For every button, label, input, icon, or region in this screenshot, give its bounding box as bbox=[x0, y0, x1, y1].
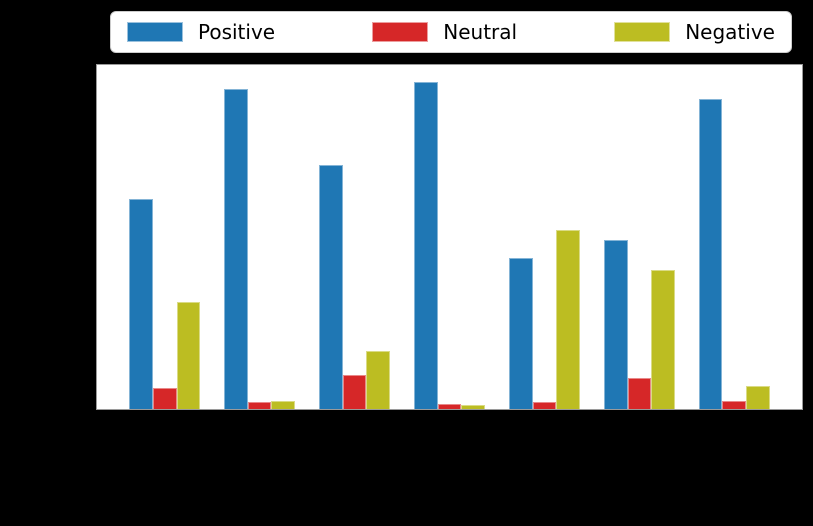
negative-color-swatch-icon bbox=[614, 22, 671, 42]
legend: Positive Neutral Negative bbox=[110, 11, 792, 53]
legend-label-positive: Positive bbox=[198, 20, 276, 44]
bar-positive-group5 bbox=[508, 257, 533, 409]
bar-neutral-group7 bbox=[722, 401, 747, 409]
bar-negative-group6 bbox=[651, 269, 675, 409]
bar-negative-group5 bbox=[556, 230, 581, 409]
bar-positive-group3 bbox=[318, 164, 343, 409]
bar-positive-group4 bbox=[413, 82, 438, 409]
bar-negative-group1 bbox=[176, 302, 201, 409]
bar-neutral-group3 bbox=[342, 374, 367, 409]
legend-entry-neutral: Neutral bbox=[372, 22, 517, 42]
neutral-color-swatch-icon bbox=[372, 22, 429, 42]
bar-positive-group7 bbox=[698, 99, 723, 409]
bar-positive-group1 bbox=[129, 199, 153, 409]
bar-negative-group7 bbox=[746, 385, 770, 409]
bar-positive-group6 bbox=[603, 240, 628, 409]
bar-neutral-group6 bbox=[627, 378, 652, 409]
legend-entry-positive: Positive bbox=[127, 22, 275, 42]
bar-neutral-group1 bbox=[152, 388, 177, 409]
bar-neutral-group2 bbox=[247, 402, 272, 409]
bar-negative-group4 bbox=[461, 404, 486, 409]
bar-neutral-group5 bbox=[532, 402, 557, 409]
legend-label-neutral: Neutral bbox=[443, 20, 518, 44]
positive-color-swatch-icon bbox=[127, 22, 183, 42]
legend-label-negative: Negative bbox=[685, 20, 775, 44]
legend-entry-negative: Negative bbox=[614, 22, 775, 42]
plot-area bbox=[96, 64, 803, 410]
bar-negative-group2 bbox=[271, 400, 296, 409]
bar-positive-group2 bbox=[223, 89, 248, 409]
bar-negative-group3 bbox=[366, 350, 391, 409]
bar-neutral-group4 bbox=[437, 403, 462, 409]
